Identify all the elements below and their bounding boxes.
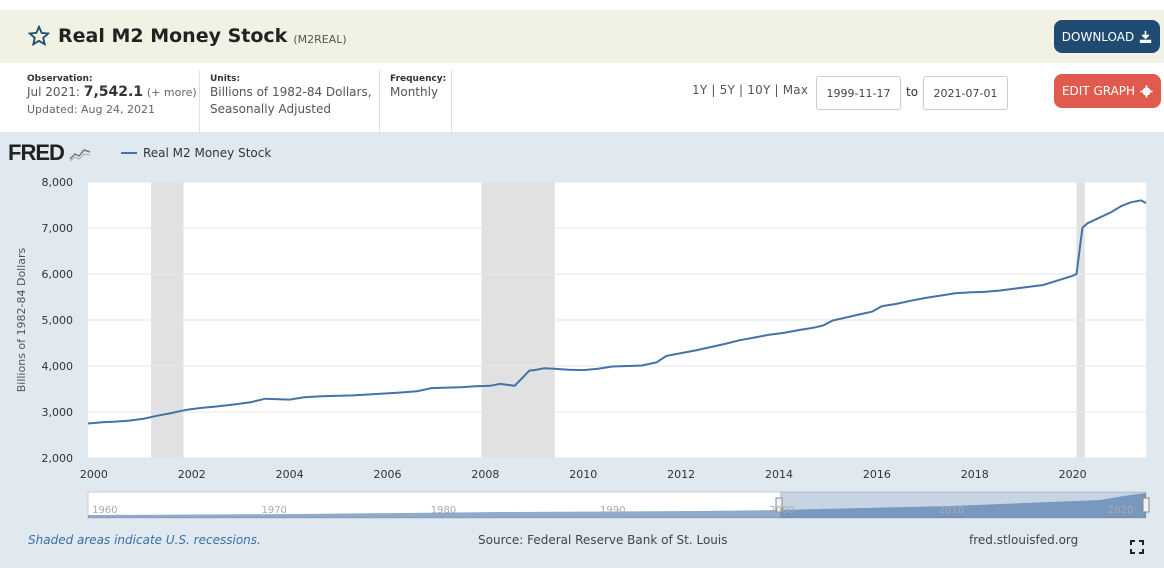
range-navigator[interactable]: 1960 1970 1980 1990 2000 2010 2020 (87, 491, 1150, 519)
edit-graph-button[interactable]: EDIT GRAPH (1054, 74, 1161, 108)
x-tick-label: 2008 (471, 468, 499, 481)
frequency-label: Frequency: (390, 74, 447, 84)
header-bar: Real M2 Money Stock (M2REAL) DOWNLOAD (0, 0, 1164, 63)
navigator-right-handle[interactable] (1142, 497, 1150, 513)
recession-note: Shaded areas indicate U.S. recessions. (28, 533, 261, 547)
x-tick-label: 2012 (667, 468, 695, 481)
to-label: to (906, 85, 919, 99)
x-tick-labels: 2000 2002 2004 2006 2008 2010 2012 2014 2016 2018… (80, 468, 1087, 481)
updated-text: Updated: Aug 24, 2021 (27, 103, 155, 116)
series-id: (M2REAL) (293, 32, 347, 46)
units-line2: Seasonally Adjusted (210, 102, 332, 116)
chart-svg: 2,000 3,000 4,000 5,000 6,000 7,000 8,000 2000… (15, 176, 1150, 519)
navigator-left-handle[interactable] (775, 497, 783, 513)
y-tick-label: 2,000 (42, 452, 74, 465)
y-tick-label: 7,000 (42, 222, 74, 235)
frequency-value: Monthly (390, 85, 439, 99)
observation-date: Jul 2021: (27, 85, 80, 99)
x-tick-label: 2010 (569, 468, 597, 481)
y-axis-label: Billions of 1982-84 Dollars (15, 247, 28, 392)
x-tick-label: 2020 (1059, 468, 1087, 481)
navigator-area (88, 493, 1146, 518)
frequency-block: Frequency: Monthly (390, 70, 452, 132)
y-tick-label: 3,000 (42, 406, 74, 419)
download-label: DOWNLOAD (1061, 29, 1135, 44)
range-links[interactable]: 1Y | 5Y | 10Y | Max (692, 83, 809, 97)
x-tick-label: 2000 (80, 468, 108, 481)
navigator-tick-label: 1970 (261, 505, 286, 516)
navigator-ticks: 1960 1970 1980 1990 2000 2010 2020 (92, 505, 1133, 516)
observation-more-link[interactable]: (+ more) (146, 86, 197, 99)
y-tick-label: 6,000 (42, 268, 74, 281)
navigator-tick-label: 1960 (92, 505, 117, 516)
navigator-tick-label: 2010 (939, 505, 964, 516)
x-tick-label: 2018 (961, 468, 989, 481)
x-tick-label: 2004 (276, 468, 304, 481)
x-tick-label: 2014 (765, 468, 793, 481)
download-button[interactable]: DOWNLOAD (1054, 20, 1160, 53)
legend-swatch (121, 152, 137, 154)
download-icon (1140, 30, 1152, 43)
fred-logo[interactable]: FRED (8, 140, 92, 166)
observation-line: Jul 2021: 7,542.1 (+ more) (27, 84, 199, 101)
y-tick-label: 4,000 (42, 360, 74, 373)
legend-label: Real M2 Money Stock (143, 146, 272, 160)
fred-logo-text: FRED (8, 140, 65, 165)
x-tick-label: 2006 (373, 468, 401, 481)
y-tick-labels: 2,000 3,000 4,000 5,000 6,000 7,000 8,000 (42, 176, 74, 465)
x-tick-label: 2016 (863, 468, 891, 481)
navigator-tick-label: 2020 (1108, 505, 1133, 516)
observation-value: 7,542.1 (83, 84, 144, 100)
star-icon[interactable] (28, 25, 50, 47)
gear-icon (1140, 84, 1153, 98)
start-date-input[interactable]: 1999-11-17 (816, 76, 901, 110)
graph-icon (69, 146, 92, 163)
navigator-tick-label: 1980 (431, 505, 456, 516)
source-text: Source: Federal Reserve Bank of St. Loui… (478, 533, 728, 547)
navigator-tick-label: 1990 (600, 505, 625, 516)
y-tick-label: 8,000 (42, 176, 74, 189)
series-line (87, 199, 1147, 425)
legend: Real M2 Money Stock (121, 146, 271, 160)
title-row: Real M2 Money Stock (M2REAL) (28, 25, 347, 47)
x-tick-label: 2002 (178, 468, 206, 481)
page-title: Real M2 Money Stock (58, 25, 288, 47)
end-date-input[interactable]: 2021-07-01 (923, 76, 1008, 110)
fullscreen-icon[interactable] (1130, 540, 1144, 554)
units-label: Units: (210, 74, 241, 84)
observation-block: Observation: Jul 2021: 7,542.1 (+ more) … (27, 70, 200, 132)
units-block: Units: Billions of 1982-84 Dollars, Seas… (210, 70, 380, 132)
fred-url[interactable]: fred.stlouisfed.org (969, 533, 1079, 547)
chart-panel: 2,000 3,000 4,000 5,000 6,000 7,000 8,000 2000… (0, 132, 1164, 568)
units-line1: Billions of 1982-84 Dollars, (210, 85, 372, 99)
observation-label: Observation: (27, 74, 93, 84)
navigator-selection[interactable] (780, 492, 1146, 518)
y-tick-label: 5,000 (42, 314, 74, 327)
navigator-tick-label: 2000 (769, 505, 794, 516)
edit-graph-label: EDIT GRAPH (1061, 84, 1136, 98)
